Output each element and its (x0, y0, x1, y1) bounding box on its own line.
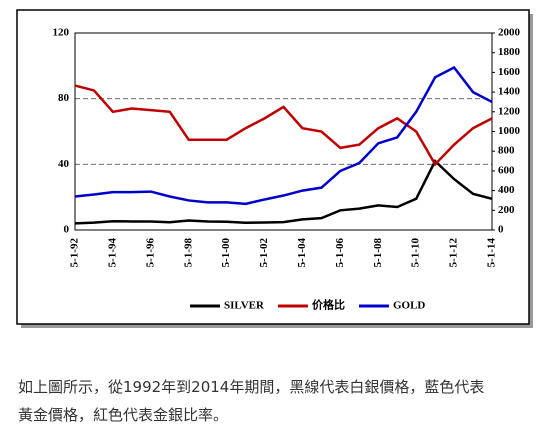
series-line (74, 65, 493, 206)
caption-line: 如上圖所示，從1992年到2014年期間，黑線代表白銀價格，藍色代表 (18, 378, 485, 396)
y-tick-label: 0 (64, 224, 70, 236)
y2-tick-label: 1800 (498, 46, 521, 58)
y2-tick-label: 400 (498, 184, 515, 196)
series-line (74, 84, 493, 167)
y2-tick-label: 2000 (498, 27, 521, 39)
x-tick-label: 5-1-94 (106, 238, 118, 268)
y2-tick-label: 1400 (498, 86, 521, 98)
x-tick-label: 5-1-06 (334, 238, 346, 268)
x-tick-label: 5-1-92 (69, 238, 81, 268)
x-tick-label: 5-1-00 (220, 238, 232, 268)
caption-line: 黃金價格，紅色代表金銀比率。 (18, 406, 229, 424)
x-tick-label: 5-1-96 (144, 238, 156, 268)
legend-label: 价格比 (312, 298, 345, 312)
y2-tick-label: 1200 (498, 105, 521, 117)
x-tick-label: 5-1-98 (182, 238, 194, 268)
y2-tick-label: 600 (498, 164, 515, 176)
series-line (74, 158, 493, 225)
legend-label: GOLD (393, 300, 425, 312)
y2-tick-label: 200 (498, 204, 515, 216)
x-tick-label: 5-1-14 (486, 238, 498, 268)
y2-tick-label: 1000 (498, 125, 521, 137)
x-tick-label: 5-1-12 (448, 238, 460, 268)
y2-tick-label: 0 (498, 224, 504, 236)
y-tick-label: 80 (58, 92, 70, 104)
x-tick-label: 5-1-10 (410, 238, 422, 268)
y2-tick-label: 1600 (498, 66, 521, 78)
chart: 0408012002004006008001000120014001600180… (16, 9, 533, 328)
y-tick-label: 120 (53, 27, 70, 39)
legend-label: SILVER (224, 300, 265, 312)
chart-frame (16, 9, 530, 325)
x-tick-label: 5-1-08 (372, 238, 384, 268)
y2-tick-label: 800 (498, 145, 515, 157)
x-tick-label: 5-1-04 (296, 238, 308, 268)
x-tick-label: 5-1-02 (258, 238, 270, 268)
plot-frame (74, 32, 493, 231)
y-tick-label: 40 (58, 158, 70, 170)
